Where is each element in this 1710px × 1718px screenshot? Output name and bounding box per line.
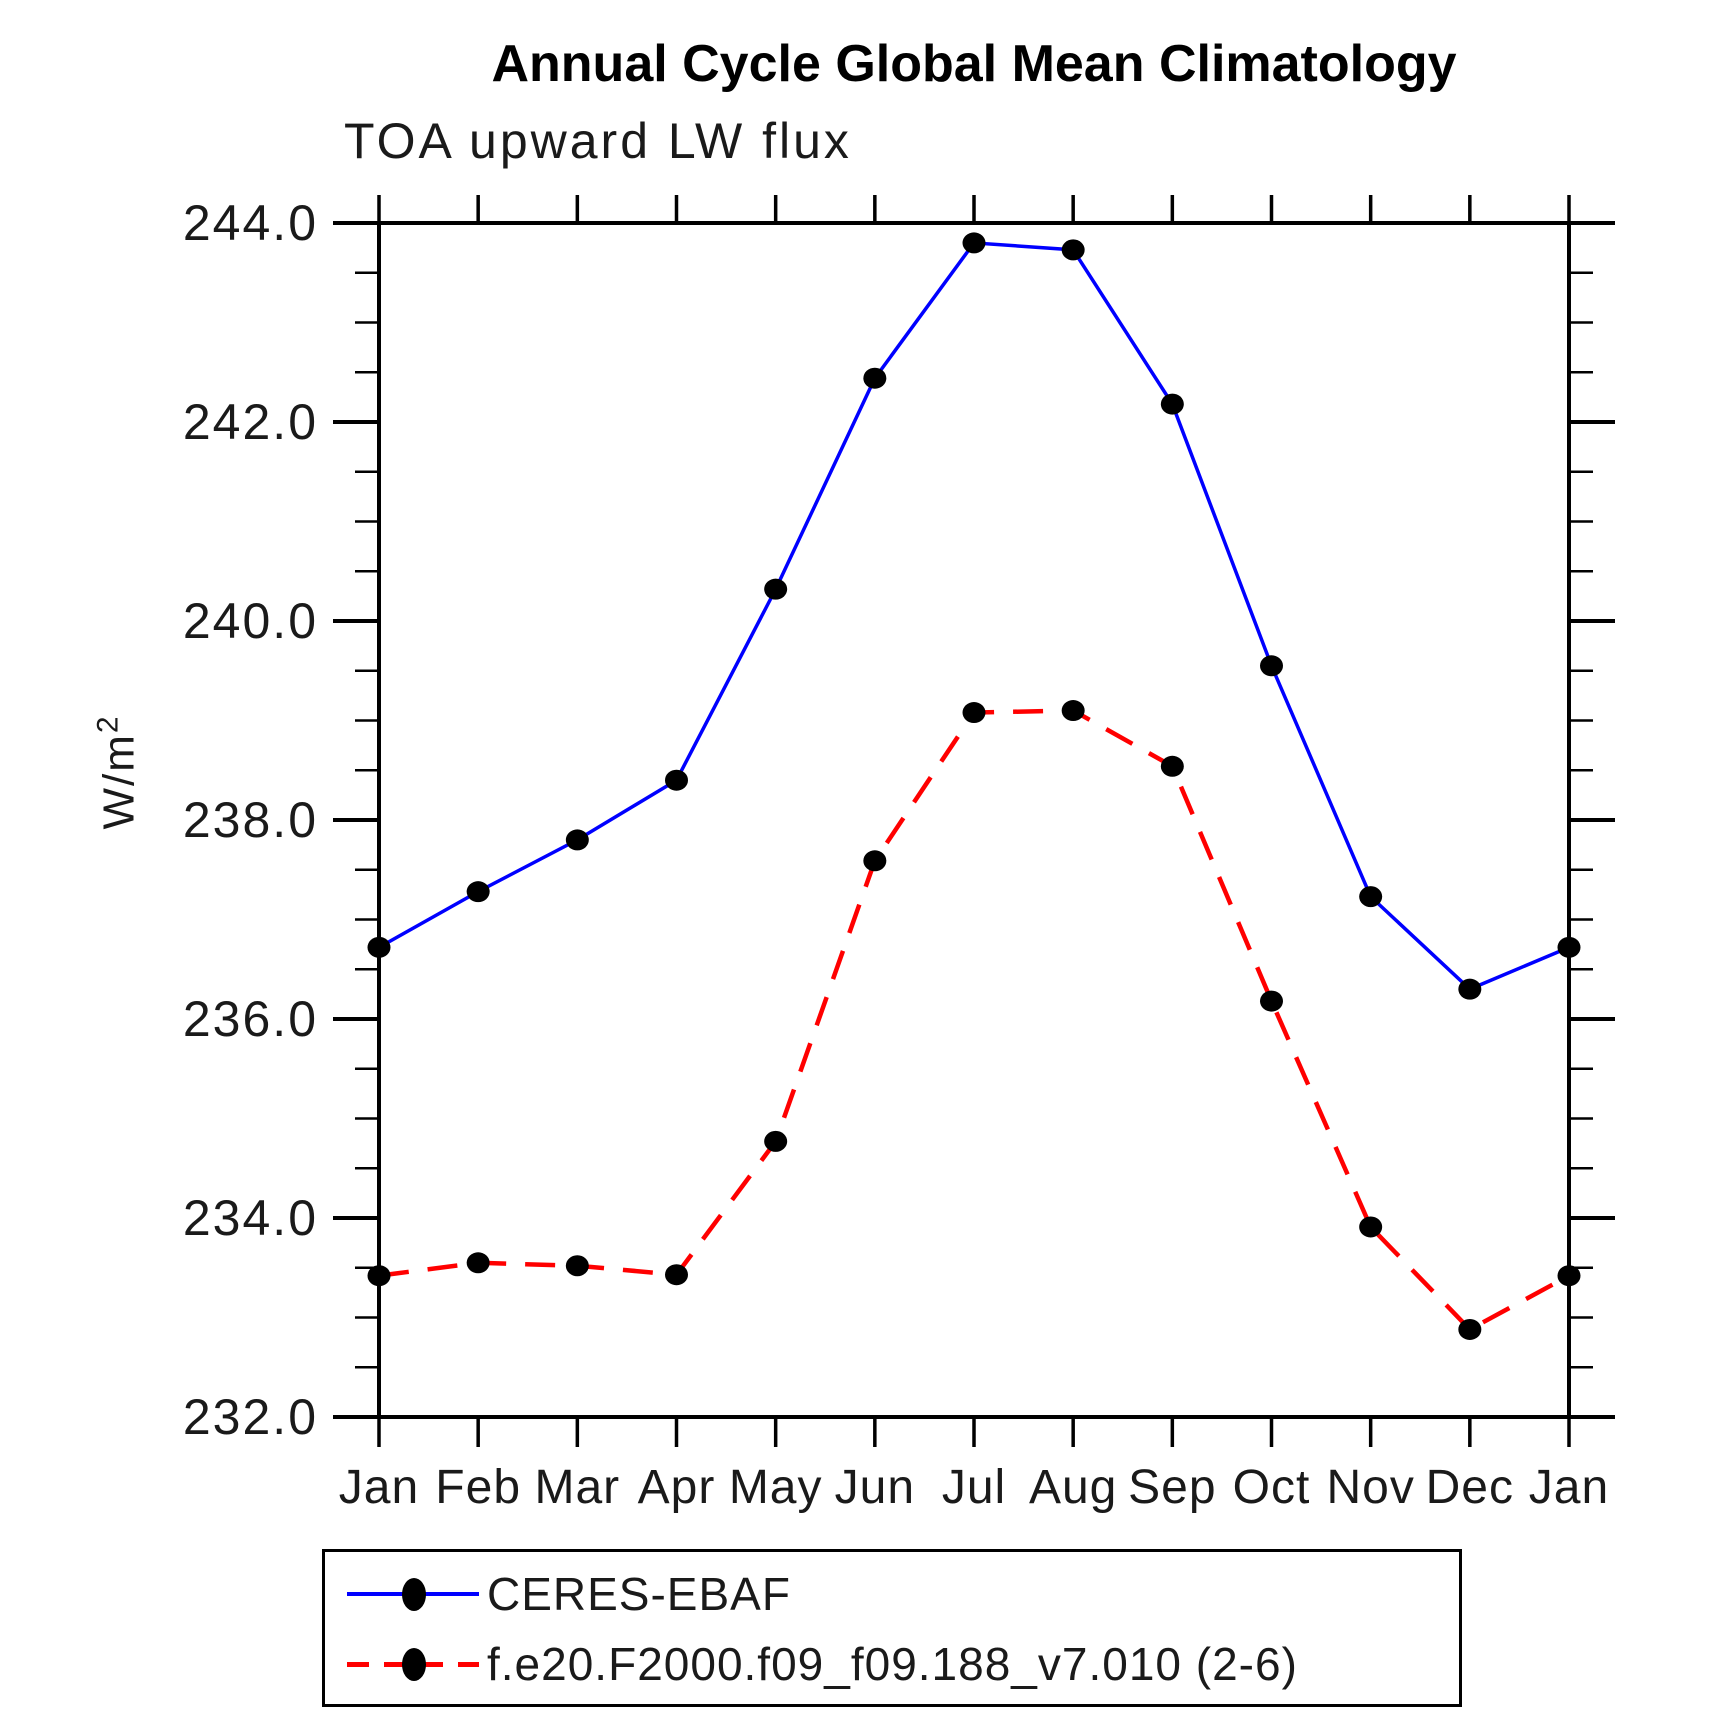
x-tick-label: Nov: [1326, 1461, 1415, 1514]
legend-row: f.e20.F2000.f09_f09.188_v7.010 (2-6): [325, 1638, 1459, 1690]
marker-dot-series-0: [1458, 978, 1482, 1000]
legend-box: CERES-EBAF f.e20.F2000.f09_f09.188_v7.010…: [322, 1549, 1462, 1707]
x-tick-label: Sep: [1128, 1461, 1217, 1514]
x-tick-label: Mar: [534, 1461, 621, 1514]
y-tick-label: 244.0: [182, 195, 318, 251]
y-axis-unit-exponent: 2: [91, 714, 125, 734]
x-tick-label: Jan: [1528, 1461, 1610, 1514]
y-tick-label: 234.0: [182, 1190, 318, 1246]
marker-dot-series-0: [962, 232, 986, 254]
y-axis-unit-label: W/m2: [92, 714, 145, 829]
x-tick-label: Dec: [1425, 1461, 1514, 1514]
marker-dot-series-1: [764, 1130, 788, 1152]
marker-dot-series-0: [1260, 655, 1283, 677]
chart-subtitle: TOA upward LW flux: [344, 113, 852, 169]
x-tick-label: Aug: [1028, 1461, 1118, 1514]
x-tick-label: Oct: [1232, 1461, 1311, 1514]
marker-dot-series-1: [1557, 1265, 1581, 1287]
legend-line-sample: [347, 1638, 479, 1690]
marker-dot-series-0: [863, 367, 887, 389]
marker-dot-series-1: [466, 1252, 490, 1274]
plot-box: [377, 221, 1571, 1419]
marker-dot-series-0: [367, 936, 391, 958]
x-tick-label: Apr: [637, 1461, 716, 1514]
marker-dot-series-1: [1260, 990, 1283, 1012]
marker-dot-series-0: [1359, 886, 1383, 908]
marker-dot-series-1: [863, 850, 887, 872]
marker-dot-series-1: [1359, 1216, 1383, 1238]
legend-marker-dot-icon: [402, 1578, 426, 1611]
y-tick-label: 242.0: [182, 394, 318, 450]
marker-dot-series-0: [665, 769, 688, 791]
marker-dot-series-1: [962, 702, 986, 724]
x-tick-label: Jul: [941, 1461, 1007, 1514]
y-tick-label: 236.0: [182, 991, 318, 1047]
marker-dot-series-1: [367, 1265, 391, 1287]
marker-dot-series-1: [1160, 755, 1184, 777]
legend-marker-dot-icon: [402, 1648, 426, 1681]
marker-dot-series-1: [1061, 700, 1085, 722]
chart-title: Annual Cycle Global Mean Climatology: [491, 35, 1457, 93]
legend-label: CERES-EBAF: [487, 1568, 791, 1620]
marker-dot-series-1: [665, 1264, 688, 1286]
marker-dot-series-0: [466, 881, 490, 903]
y-tick-label: 232.0: [182, 1389, 318, 1445]
marker-dot-series-0: [764, 578, 788, 600]
y-axis-unit-base: W/m: [94, 733, 144, 830]
marker-dot-series-1: [565, 1255, 589, 1277]
x-tick-label: Jan: [338, 1461, 420, 1514]
marker-dot-series-0: [1557, 936, 1581, 958]
legend-line-sample: [347, 1568, 479, 1620]
x-tick-label: Jun: [834, 1461, 916, 1514]
series-line-1: [378, 708, 1571, 1333]
legend-label: f.e20.F2000.f09_f09.188_v7.010 (2-6): [487, 1638, 1298, 1690]
x-tick-label: May: [728, 1461, 823, 1514]
y-tick-label: 238.0: [182, 792, 318, 848]
marker-dot-series-0: [1061, 239, 1085, 261]
marker-dot-series-0: [1160, 393, 1184, 415]
series-line-0: [378, 241, 1570, 992]
x-tick-label: Feb: [435, 1461, 522, 1514]
marker-dot-series-0: [565, 829, 589, 851]
marker-dot-series-1: [1458, 1318, 1482, 1340]
y-tick-label: 240.0: [182, 593, 318, 649]
legend-row: CERES-EBAF: [325, 1568, 1459, 1620]
